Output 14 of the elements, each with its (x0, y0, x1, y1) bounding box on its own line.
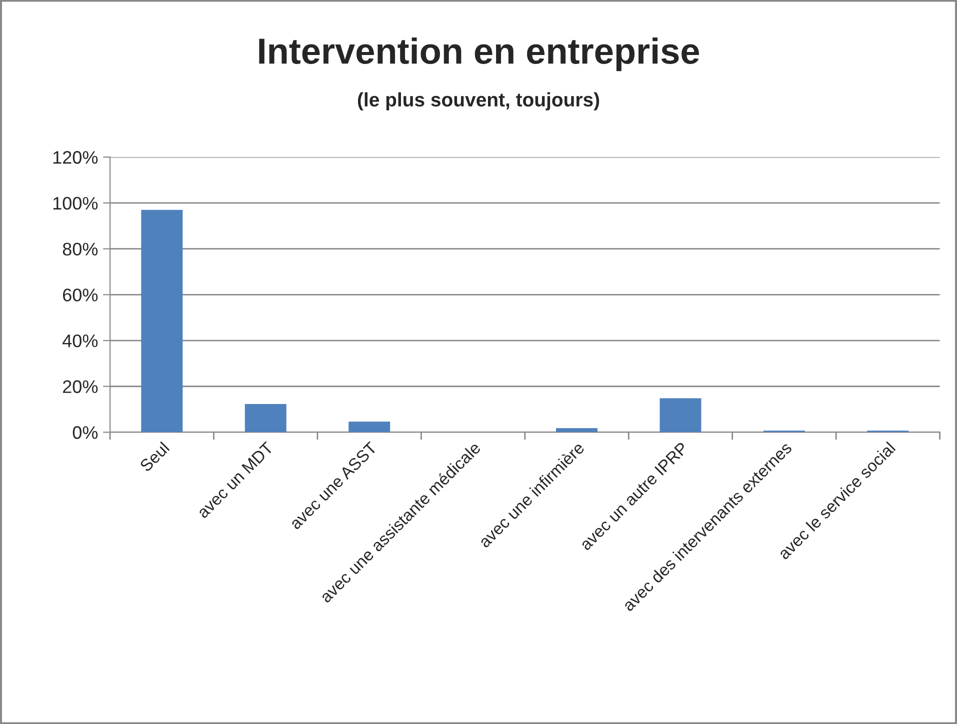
bar (141, 210, 183, 432)
y-tick-label: 0% (72, 426, 98, 439)
y-tick-label: 20% (63, 380, 98, 394)
y-tick-label: 100% (53, 196, 98, 210)
bar (348, 422, 390, 432)
y-tick-label: 60% (63, 288, 98, 302)
bar (244, 404, 286, 432)
y-tick-label: 120% (53, 151, 98, 164)
y-tick-label: 80% (62, 242, 98, 256)
chart-title: Intervention en entreprise (259, 37, 700, 72)
chart-subtitle: (le plus souvent, toujours) (358, 92, 600, 110)
bar (556, 428, 598, 432)
y-tick-label: 40% (62, 334, 98, 348)
bar (660, 398, 702, 432)
